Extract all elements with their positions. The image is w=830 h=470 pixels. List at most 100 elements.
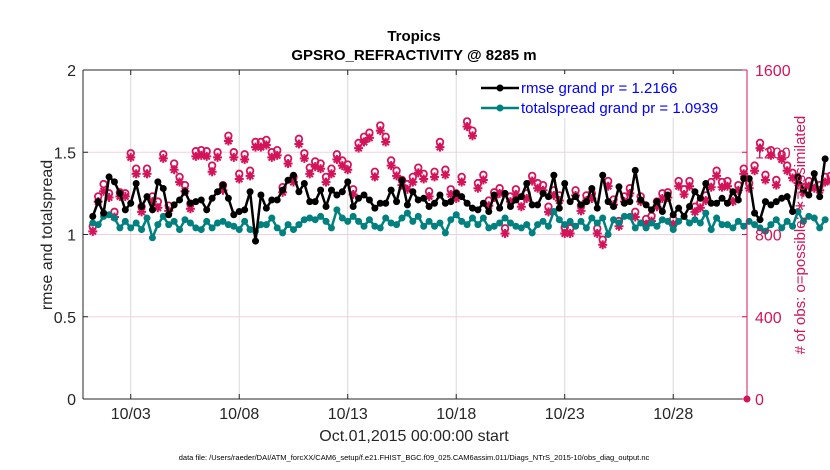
assimilated-obs-point (440, 170, 450, 180)
rmse-point (794, 173, 802, 181)
rmse-point (170, 201, 178, 209)
assimilated-obs-point (750, 166, 760, 176)
totalspread-point (132, 219, 140, 227)
totalspread-point (360, 222, 368, 230)
rmse-point (176, 196, 184, 204)
assimilated-obs-point (283, 159, 293, 169)
totalspread-point (642, 224, 650, 232)
totalspread-point (371, 222, 379, 230)
assimilated-obs-point (185, 204, 195, 214)
rmse-point (116, 189, 124, 197)
rmse-point (680, 212, 688, 220)
assimilated-obs-point (782, 166, 792, 176)
rmse-point (761, 198, 769, 206)
rmse-point (485, 207, 493, 215)
rmse-point (431, 199, 439, 207)
totalspread-point (268, 214, 276, 222)
rmse-point (338, 188, 346, 196)
rmse-point (241, 206, 249, 214)
totalspread-point (523, 221, 531, 229)
totalspread-point (479, 214, 487, 222)
assimilated-obs-point (430, 172, 440, 182)
x-tick-label: 10/23 (545, 406, 585, 423)
totalspread-point (707, 226, 715, 234)
totalspread-point (300, 216, 308, 224)
rmse-point (360, 191, 368, 199)
rmse-point (756, 216, 764, 224)
rmse-point (696, 194, 704, 202)
totalspread-point (365, 216, 373, 224)
rmse-point (718, 194, 726, 202)
assimilated-obs-point (684, 181, 694, 191)
assimilated-obs-point (207, 167, 217, 177)
totalspread-point (821, 216, 829, 224)
totalspread-point (403, 209, 411, 217)
rmse-point (501, 189, 509, 197)
assimilated-obs-point (354, 143, 364, 153)
totalspread-point (778, 224, 786, 232)
assimilated-obs-point (760, 175, 770, 185)
totalspread-point (615, 219, 623, 227)
rmse-point (523, 180, 531, 188)
rmse-point (181, 188, 189, 196)
totalspread-point (561, 221, 569, 229)
totalspread-point (192, 224, 200, 232)
assimilated-obs-point (478, 175, 488, 185)
totalspread-point (186, 219, 194, 227)
rmse-point (816, 193, 824, 201)
y-tick-label-right: 0 (755, 392, 764, 409)
rmse-point (561, 180, 569, 188)
totalspread-point (610, 216, 618, 224)
rmse-point (105, 173, 113, 181)
totalspread-point (723, 221, 731, 229)
totalspread-point (170, 217, 178, 225)
assimilated-obs-point (565, 228, 575, 238)
totalspread-point (387, 219, 395, 227)
rmse-point (615, 183, 623, 191)
rmse-point (192, 198, 200, 206)
totalspread-point (713, 214, 721, 222)
rmse-point (512, 196, 520, 204)
rmse-point (447, 198, 455, 206)
x-axis-label: Oct.01,2015 00:00:00 start (319, 428, 509, 445)
totalspread-point (517, 224, 525, 232)
rmse-point (159, 184, 167, 192)
assimilated-obs-point (229, 152, 239, 162)
assimilated-obs-point (435, 142, 445, 152)
assimilated-obs-point (261, 140, 271, 150)
totalspread-point (441, 229, 449, 237)
rmse-point (707, 199, 715, 207)
plot-area (88, 117, 830, 250)
assimilated-obs-point (592, 228, 602, 238)
rmse-point (713, 199, 721, 207)
totalspread-point (604, 231, 612, 238)
assimilated-obs-point (375, 126, 385, 136)
rmse-point (675, 204, 683, 212)
totalspread-point (582, 224, 590, 232)
rmse-point (273, 196, 281, 204)
assimilated-obs-point (142, 169, 152, 179)
rmse-point (778, 194, 786, 202)
assimilated-obs-point (240, 154, 250, 164)
rmse-point (398, 176, 406, 184)
totalspread-point (664, 217, 672, 225)
rmse-point (572, 193, 580, 201)
rmse-point (246, 188, 254, 196)
assimilated-obs-point (473, 183, 483, 193)
rmse-point (409, 188, 417, 196)
grid (83, 70, 747, 399)
assimilated-obs-point (712, 171, 722, 181)
assimilated-obs-point (386, 161, 396, 171)
rmse-point (469, 204, 477, 212)
assimilated-obs-point (126, 152, 136, 162)
assimilated-obs-point (299, 153, 309, 163)
rmse-point (517, 193, 525, 201)
rmse-point (642, 201, 650, 209)
legend-item-totalspread: totalspread grand pr = 1.0939 (481, 100, 718, 117)
rmse-point (203, 206, 211, 214)
totalspread-point (512, 222, 520, 230)
assimilated-obs-point (316, 164, 326, 174)
assimilated-obs-point (462, 122, 472, 132)
assimilated-obs-point (305, 169, 315, 179)
totalspread-point (262, 221, 270, 229)
